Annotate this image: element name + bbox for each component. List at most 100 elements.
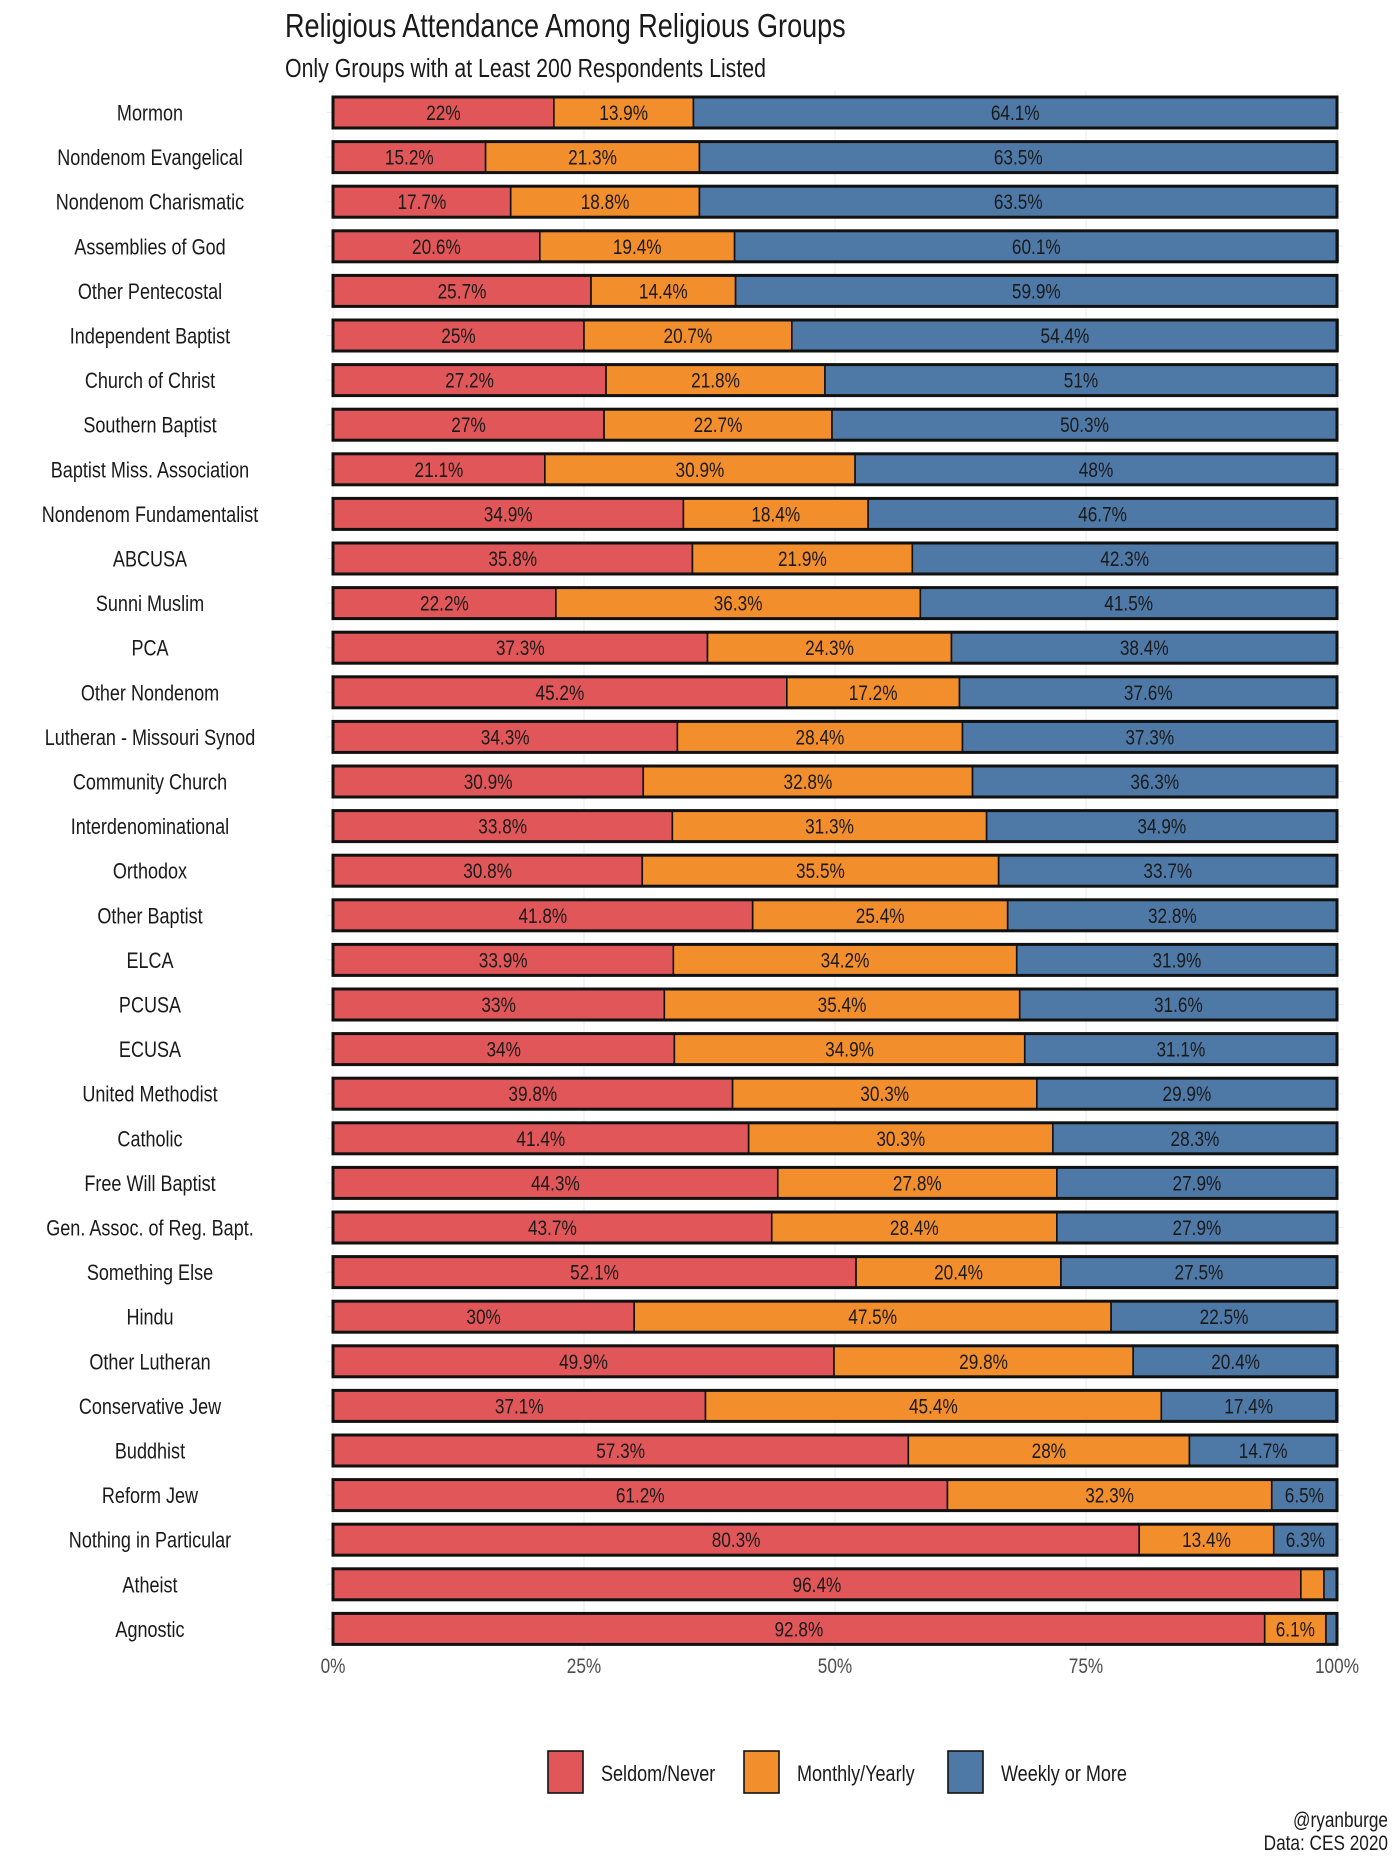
bar-segment-monthly-yearly bbox=[704, 1389, 1163, 1423]
data-label: 6.5% bbox=[1285, 1485, 1324, 1508]
data-label: 29.9% bbox=[1163, 1084, 1212, 1107]
data-label: 49.9% bbox=[559, 1351, 608, 1374]
bar-row: 45.2% 17.2% 37.6% bbox=[331, 675, 1339, 710]
bar-outline bbox=[331, 184, 1339, 219]
data-label: 17.7% bbox=[397, 192, 446, 215]
category-label: Catholic bbox=[117, 1128, 182, 1152]
chart-subtitle: Only Groups with at Least 200 Respondent… bbox=[285, 54, 766, 84]
bar-outline bbox=[331, 630, 1339, 665]
bar-segment-monthly-yearly bbox=[855, 1255, 1062, 1289]
data-label: 34.3% bbox=[481, 727, 530, 750]
category-label: Gen. Assoc. of Reg. Bapt. bbox=[46, 1217, 253, 1241]
data-label: 32.8% bbox=[1148, 905, 1197, 928]
bar-row: 25.7% 14.4% 59.9% bbox=[331, 273, 1339, 308]
x-tick-label: 50% bbox=[818, 1656, 852, 1679]
category-label: Conservative Jew bbox=[79, 1395, 222, 1419]
bar-outline bbox=[331, 1076, 1339, 1111]
data-label: 21.3% bbox=[568, 147, 617, 170]
data-label: 19.4% bbox=[613, 236, 662, 259]
data-label: 45.4% bbox=[909, 1396, 958, 1419]
bar-outline bbox=[331, 1299, 1339, 1334]
category-label: Hindu bbox=[126, 1306, 173, 1330]
bar-row: 22.2% 36.3% 41.5% bbox=[331, 586, 1339, 621]
category-label: ECUSA bbox=[119, 1039, 182, 1063]
data-label: 39.8% bbox=[508, 1084, 557, 1107]
data-label: 64.1% bbox=[991, 103, 1040, 126]
bar-outline bbox=[331, 273, 1339, 308]
bar-segment-monthly-yearly bbox=[833, 1345, 1134, 1378]
bar-outline bbox=[331, 719, 1339, 754]
data-label: 25% bbox=[441, 326, 475, 349]
bar-outline bbox=[331, 229, 1339, 264]
data-label: 43.7% bbox=[528, 1218, 577, 1241]
data-label: 37.3% bbox=[496, 638, 545, 661]
data-label: 34.2% bbox=[821, 950, 870, 973]
data-label: 30.9% bbox=[676, 459, 725, 482]
data-label: 33.7% bbox=[1143, 861, 1192, 884]
data-label: 13.9% bbox=[599, 103, 648, 126]
category-label: Interdenominational bbox=[71, 816, 229, 840]
category-label: Assemblies of God bbox=[74, 236, 225, 260]
data-label: 14.7% bbox=[1239, 1441, 1288, 1464]
category-label: Other Nondenom bbox=[81, 682, 219, 706]
bar-outline bbox=[331, 675, 1339, 710]
bar-segment-seldom-never bbox=[332, 230, 541, 263]
bar-outline bbox=[331, 407, 1339, 442]
category-label: Orthodox bbox=[113, 860, 187, 884]
bar-outline bbox=[331, 942, 1339, 977]
data-label: 33.9% bbox=[479, 950, 528, 973]
caption-author: @ryanburge bbox=[1293, 1810, 1388, 1833]
bar-segment-seldom-never bbox=[332, 1211, 773, 1244]
data-label: 21.8% bbox=[691, 370, 740, 393]
legend-swatch-seldom bbox=[547, 1750, 584, 1794]
bar-segment-seldom-never bbox=[332, 1568, 1302, 1601]
data-label: 31.6% bbox=[1154, 995, 1203, 1018]
bar-outline bbox=[331, 987, 1339, 1022]
data-label: 24.3% bbox=[805, 638, 854, 661]
bar-outline bbox=[331, 809, 1339, 844]
bar-row: 52.1% 20.4% 27.5% bbox=[331, 1255, 1339, 1290]
category-label: Sunni Muslim bbox=[96, 593, 204, 617]
category-label: Free Will Baptist bbox=[84, 1172, 216, 1196]
bar-segment-weekly-or-more bbox=[854, 452, 1338, 486]
legend-label-monthly: Monthly/Yearly bbox=[797, 1762, 915, 1786]
bar-segment-weekly-or-more bbox=[1015, 943, 1338, 977]
data-label: 41.4% bbox=[516, 1128, 565, 1151]
bar-segment-monthly-yearly bbox=[673, 1032, 1026, 1066]
data-label: 17.2% bbox=[849, 682, 898, 705]
bar-outline bbox=[331, 1255, 1339, 1290]
legend: Seldom/Never Monthly/Yearly Weekly or Mo… bbox=[547, 1750, 1127, 1794]
data-label: 35.8% bbox=[488, 549, 537, 572]
data-label: 27.9% bbox=[1173, 1173, 1222, 1196]
bar-row: 17.7% 18.8% 63.5% bbox=[331, 184, 1339, 219]
bar-segment-monthly-yearly bbox=[539, 230, 736, 263]
data-label: 25.4% bbox=[856, 905, 905, 928]
data-label: 41.8% bbox=[518, 905, 567, 928]
data-label: 18.8% bbox=[581, 192, 630, 215]
data-label: 30% bbox=[466, 1307, 500, 1330]
bar-row: 27% 22.7% 50.3% bbox=[331, 407, 1339, 442]
data-label: 37.6% bbox=[1124, 682, 1173, 705]
bar-row: 15.2% 21.3% 63.5% bbox=[331, 140, 1339, 175]
data-label: 48% bbox=[1079, 459, 1113, 482]
bar-segment-monthly-yearly bbox=[676, 720, 964, 754]
category-label: Lutheran - Missouri Synod bbox=[45, 726, 255, 750]
bar-row: 33.8% 31.3% 34.9% bbox=[331, 809, 1339, 844]
data-label: 29.8% bbox=[959, 1351, 1008, 1374]
data-label: 14.4% bbox=[639, 281, 688, 304]
bar-outline bbox=[331, 1567, 1339, 1602]
data-label: 21.1% bbox=[415, 459, 464, 482]
category-label: Nothing in Particular bbox=[69, 1529, 232, 1553]
data-label: 44.3% bbox=[531, 1173, 580, 1196]
bar-segment-weekly-or-more bbox=[1325, 1612, 1338, 1646]
data-label: 36.3% bbox=[1130, 772, 1179, 795]
bar-segment-weekly-or-more bbox=[1056, 1211, 1338, 1244]
data-label: 42.3% bbox=[1100, 549, 1149, 572]
category-label: PCUSA bbox=[119, 994, 182, 1018]
legend-label-seldom: Seldom/Never bbox=[601, 1762, 716, 1786]
data-label: 47.5% bbox=[848, 1307, 897, 1330]
category-label: ELCA bbox=[126, 949, 174, 973]
bar-row: 41.4% 30.3% 28.3% bbox=[331, 1121, 1339, 1156]
bar-row: 41.8% 25.4% 32.8% bbox=[331, 898, 1339, 933]
bar-segment-monthly-yearly bbox=[1300, 1568, 1325, 1601]
